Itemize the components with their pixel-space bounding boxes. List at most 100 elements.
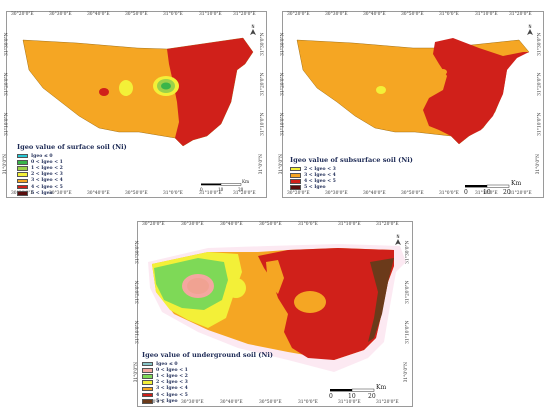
top-tick-label: 31°10'0"E — [475, 12, 498, 17]
legend-swatch — [17, 166, 28, 171]
map-panel-underground-soil: 30°20'0"E 30°30'0"E 30°40'0"E 30°50'0"E … — [134, 221, 413, 407]
scale-bar-graphic — [465, 184, 510, 188]
top-tick-label: 30°50'0"E — [125, 12, 148, 17]
zone-3-4-island — [294, 291, 326, 313]
legend-title: Igeo value of underground soil (Ni) — [142, 351, 274, 359]
bottom-tick-label: 31°20'0"E — [509, 191, 532, 196]
legend-item: 3 < Igeo < 4 — [290, 172, 413, 178]
legend-swatch — [17, 153, 28, 159]
top-tick-label: 30°40'0"E — [363, 12, 386, 17]
zone-2-3-spot — [376, 86, 386, 94]
legend-item: 5 < Igeo — [17, 190, 127, 196]
legend-item: 2 < Igeo < 3 — [290, 166, 413, 172]
legend-surface-soil: Igeo value of surface soil (Ni) Igeo ≤ 0… — [17, 143, 127, 196]
legend-item: 3 < Igeo < 4 — [17, 178, 127, 184]
legend-swatch — [17, 172, 28, 177]
top-tick-label: 31°20'0"E — [233, 12, 256, 17]
legend-item: 2 < Igeo < 3 — [17, 172, 127, 178]
bottom-tick-label: 30°50'0"E — [125, 191, 148, 196]
top-tick-label: 30°30'0"E — [49, 12, 72, 17]
legend-item: 2 < Igeo < 3 — [142, 380, 273, 386]
zone-2-3-spot — [119, 80, 133, 96]
svg-text:N: N — [529, 24, 532, 29]
top-tick-label: 30°20'0"E — [287, 12, 310, 17]
bottom-tick-label: 31°20'0"E — [233, 191, 256, 196]
legend-label: 2 < Igeo < 3 — [31, 172, 63, 178]
scale-tick: 10 — [348, 393, 356, 400]
legend-item: 1 < Igeo < 2 — [17, 165, 127, 171]
legend-item: 4 < Igeo < 5 — [17, 184, 127, 190]
legend-item: Igeo ≤ 0 — [17, 153, 127, 159]
underground-soil-map — [148, 244, 406, 372]
legend-item: 3 < Igeo < 4 — [142, 386, 273, 392]
legend-swatch — [17, 178, 28, 184]
scale-tick: 10 — [218, 187, 224, 192]
legend-item: 0 < Igeo < 1 — [17, 159, 127, 165]
top-tick-label: 30°30'0"E — [325, 12, 348, 17]
top-tick-label: 31°20'0"E — [509, 12, 532, 17]
bottom-tick-label: 30°20'0"E — [287, 191, 310, 196]
top-tick-label: 31°10'0"E — [338, 222, 361, 227]
legend-item: 4 < Igeo < 5 — [142, 392, 273, 398]
legend-swatch — [142, 361, 153, 367]
legend-label: 5 < Igeo — [156, 398, 178, 404]
scale-bar-graphic — [330, 388, 375, 392]
map-panel-surface-soil: 30°20'0"E 30°30'0"E 30°40'0"E 30°50'0"E … — [3, 11, 267, 198]
legend-label: 0 < Igeo < 1 — [31, 159, 63, 165]
scale-tick: 20 — [368, 393, 376, 400]
map-panel-subsurface-soil: 30°20'0"E 30°30'0"E 30°40'0"E 30°50'0"E … — [279, 11, 544, 198]
legend-swatch — [142, 380, 153, 385]
svg-text:N: N — [397, 234, 400, 239]
top-tick-label: 31°10'0"E — [199, 12, 222, 17]
legend-swatch — [142, 374, 153, 379]
legend-item: 5 < Igeo — [142, 398, 273, 404]
bottom-tick-label: 31°10'0"E — [338, 400, 361, 405]
legend-swatch — [290, 179, 301, 184]
scale-bar: Km 0 10 20 — [200, 179, 249, 192]
legend-subsurface-soil: Igeo value of subsurface soil (Ni) 2 < I… — [290, 156, 413, 191]
legend-label: 0 < Igeo < 1 — [156, 367, 188, 373]
top-tick-label: 30°40'0"E — [220, 222, 243, 227]
scale-tick: 0 — [464, 189, 468, 196]
bottom-tick-label: 31°0'0"E — [298, 400, 318, 405]
scale-tick: 10 — [483, 189, 491, 196]
top-tick-label: 30°20'0"E — [11, 12, 34, 17]
legend-swatch — [290, 172, 301, 178]
north-arrow-icon: N — [250, 24, 256, 35]
legend-item: Igeo ≤ 0 — [142, 361, 273, 367]
legend-swatch — [17, 184, 28, 190]
top-tick-label: 30°30'0"E — [181, 222, 204, 227]
scale-unit: Km — [376, 384, 387, 391]
legend-label: 5 < Igeo — [304, 185, 326, 191]
zone-4-5 — [258, 248, 394, 360]
legend-label: 4 < Igeo < 5 — [304, 178, 336, 184]
legend-label: 4 < Igeo < 5 — [31, 184, 63, 190]
legend-label: 3 < Igeo < 4 — [31, 178, 63, 184]
zone-5-plus — [368, 258, 394, 342]
top-tick-label: 31°0'0"E — [163, 12, 183, 17]
legend-item: 1 < Igeo < 2 — [142, 373, 273, 379]
scale-tick: 0 — [200, 187, 203, 192]
scale-unit: Km — [242, 179, 250, 184]
legend-item: 5 < Igeo — [290, 185, 413, 191]
bottom-tick-label: 30°40'0"E — [363, 191, 386, 196]
top-tick-label: 31°20'0"E — [376, 222, 399, 227]
top-tick-label: 30°50'0"E — [259, 222, 282, 227]
scale-unit: Km — [511, 180, 522, 187]
legend-title: Igeo value of surface soil (Ni) — [17, 143, 127, 151]
legend-label: 1 < Igeo < 2 — [156, 373, 188, 379]
legend-item: 0 < Igeo < 1 — [142, 367, 273, 373]
zone-inner — [161, 82, 171, 90]
bottom-tick-label: 30°40'0"E — [220, 400, 243, 405]
bottom-tick-label: 30°20'0"E — [142, 400, 165, 405]
legend-swatch — [142, 367, 153, 373]
bottom-tick-label: 30°40'0"E — [87, 191, 110, 196]
legend-underground-soil: Igeo value of underground soil (Ni) Igeo… — [142, 351, 273, 404]
legend-label: Igeo ≤ 0 — [156, 361, 178, 367]
svg-text:N: N — [252, 24, 255, 29]
subsurface-soil-map — [296, 38, 530, 145]
bottom-tick-label: 31°10'0"E — [475, 191, 498, 196]
scale-tick: 0 — [329, 393, 333, 400]
bottom-tick-label: 31°20'0"E — [376, 400, 399, 405]
zone-4-5 — [423, 38, 529, 144]
